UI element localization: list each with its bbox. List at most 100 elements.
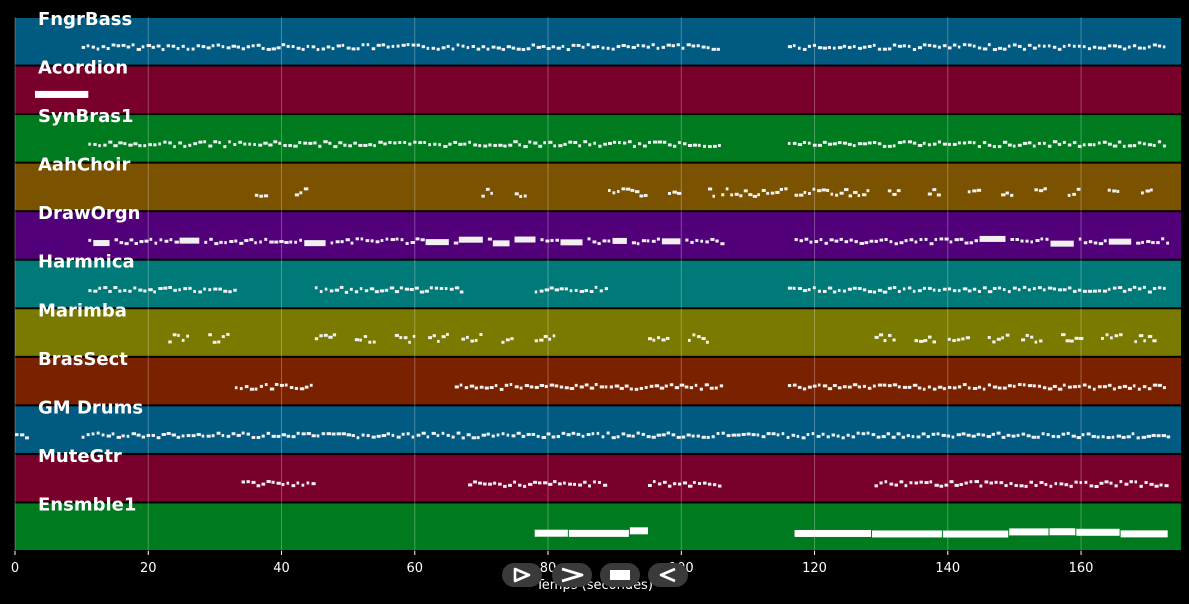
note [143,289,147,293]
note [1127,288,1132,292]
note [726,434,731,438]
note [799,239,804,243]
note [859,241,865,245]
note [761,435,766,439]
note [1127,386,1132,390]
note [806,432,810,436]
note [219,240,223,244]
note [821,432,825,436]
note [972,44,976,48]
note [501,432,505,436]
note [1044,482,1048,486]
note [1157,44,1162,48]
note [794,193,799,197]
note [631,45,636,49]
note [685,238,689,242]
note [1097,46,1103,50]
note [564,386,569,390]
note [661,238,681,245]
note [672,482,677,486]
note [261,46,265,50]
note [1043,187,1047,191]
note [676,191,682,195]
note [946,434,951,438]
note [814,240,819,244]
note [692,143,698,147]
note [496,46,501,50]
note [1161,237,1165,241]
note [251,435,256,439]
note [526,432,531,436]
note [419,290,425,294]
play-icon [513,567,531,583]
note [1067,385,1072,389]
note [513,480,517,484]
note [576,432,581,436]
note [1031,435,1037,439]
note [1111,435,1115,439]
note [606,431,610,435]
note [1092,45,1097,49]
note [171,44,176,48]
note [939,237,944,241]
note [386,432,390,436]
note [231,44,237,48]
note [1117,286,1123,290]
note [877,47,882,51]
note [301,432,306,436]
note [425,239,449,246]
note [446,332,449,336]
note [597,242,601,246]
note [951,435,955,439]
note [937,385,943,389]
note [1047,286,1053,290]
note [241,431,245,435]
note [1093,241,1098,245]
note [604,385,608,389]
note [374,290,379,294]
note [766,191,770,195]
play-button[interactable] [502,563,542,587]
note [203,287,206,291]
note [498,143,503,147]
note [1138,334,1144,338]
note [1108,238,1132,245]
note [1021,338,1026,342]
note [266,480,271,484]
note [493,481,497,485]
note [306,432,311,436]
note [1052,287,1056,291]
note [1016,433,1020,437]
note [546,432,551,436]
note [548,337,552,341]
note [269,240,274,244]
note [461,436,465,440]
note [176,435,181,439]
note [707,482,712,486]
note [917,386,922,390]
note [111,43,116,47]
note [822,384,828,388]
note [877,142,882,146]
fast-forward-button[interactable] [552,563,592,587]
note [927,43,932,47]
note [692,333,696,337]
note [681,435,686,439]
note [411,43,416,47]
stop-button[interactable] [600,563,640,587]
rewind-button[interactable] [648,563,688,587]
note [621,432,626,436]
note [1014,484,1018,488]
track-label-gm-drums: GM Drums [38,397,143,418]
note [882,144,887,148]
note [569,387,575,391]
note [391,433,395,437]
note [839,237,843,241]
note [408,142,412,146]
note [509,382,513,386]
note [1119,333,1123,337]
note [1062,44,1066,48]
note [88,238,92,242]
note [856,431,860,435]
note [911,435,915,439]
